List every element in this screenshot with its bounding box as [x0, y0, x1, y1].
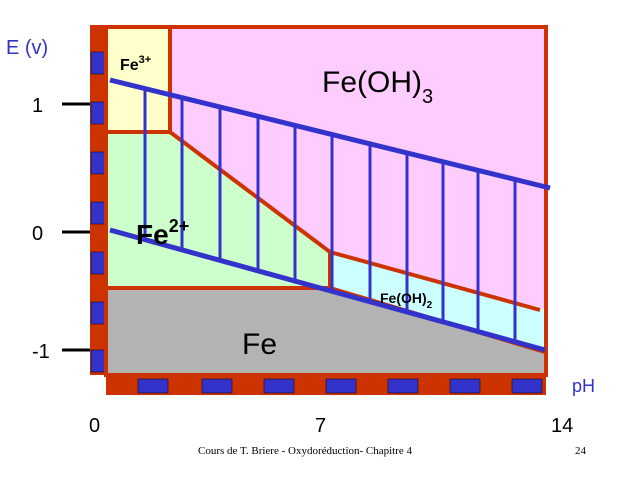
page-number: 24: [575, 445, 587, 457]
region-label-fe2: Fe2+: [136, 216, 189, 250]
y-tick-label-minus-1: -1: [32, 341, 50, 363]
x-tick-label-7: 7: [315, 415, 326, 437]
y-tick-label-0: 0: [32, 223, 43, 245]
region-label-feoh3: Fe(OH)3: [322, 66, 433, 108]
region-feoh3: [170, 28, 545, 310]
region-label-fe3: Fe3+: [120, 54, 151, 74]
y-tick-label-1: 1: [32, 95, 43, 117]
y-axis-ticks: [62, 102, 90, 352]
bottom-axis-bar: [106, 375, 546, 395]
oxygen-line: [109, 77, 551, 191]
region-fe: [108, 288, 545, 375]
y-axis-title: E (v): [6, 37, 48, 59]
hatching: [143, 90, 517, 342]
water-stability-domain: [109, 77, 551, 353]
region-feoh2: [330, 252, 545, 352]
x-axis-title: pH: [572, 376, 595, 396]
x-tick-label-14: 14: [551, 415, 573, 437]
footer-caption: Cours de T. Briere - Oxydoréduction- Cha…: [198, 445, 413, 457]
left-axis-bar: [90, 25, 106, 375]
region-label-fe: Fe: [242, 328, 277, 361]
x-tick-label-0: 0: [89, 415, 100, 437]
region-fe3: [108, 28, 170, 132]
region-label-feoh2: Fe(OH)2: [380, 290, 433, 311]
